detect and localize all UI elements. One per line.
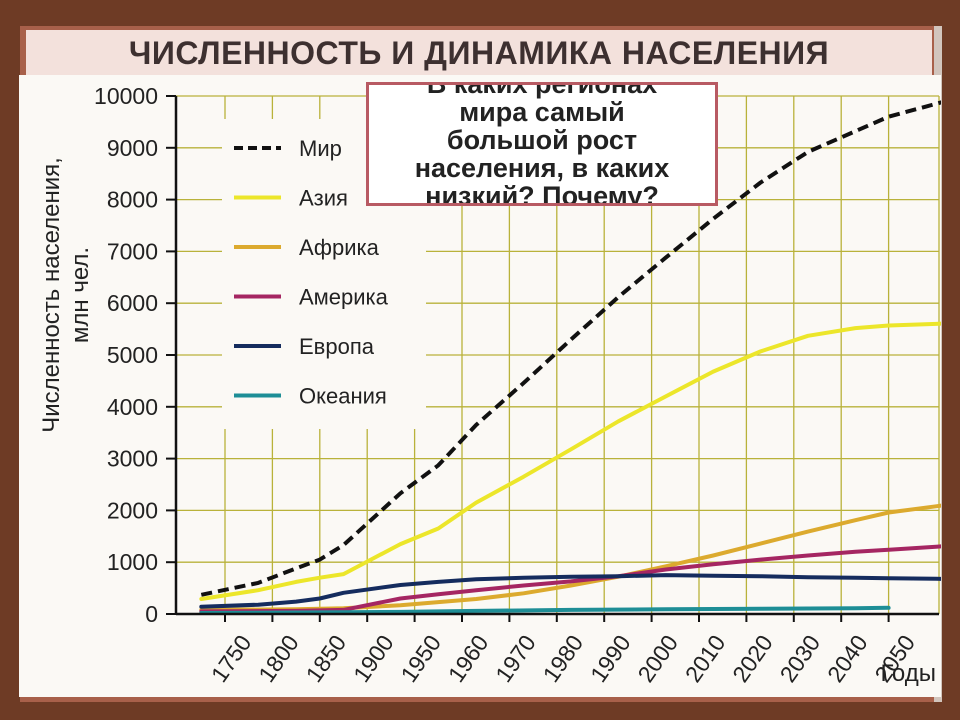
x-tick-label: 1990 xyxy=(585,630,636,687)
x-tick-label: 2030 xyxy=(775,630,826,687)
x-tick-label: 1800 xyxy=(253,630,304,687)
y-axis-title: Численность населения,млн чел. xyxy=(38,157,94,433)
x-tick-label: 1850 xyxy=(301,630,352,687)
series-line-Азия xyxy=(199,321,941,601)
legend-label: Мир xyxy=(299,136,342,161)
y-tick-label: 7000 xyxy=(107,238,158,264)
x-tick-label: 1980 xyxy=(538,630,589,687)
legend-label: Европа xyxy=(299,334,375,359)
population-chart: Мир Азия Африка Америка Европа Океания 0 1000 2… xyxy=(38,83,941,687)
y-tick-label: 6000 xyxy=(107,290,158,316)
y-tick-label: 0 xyxy=(145,601,158,627)
x-tick-label: 1950 xyxy=(395,630,446,687)
legend-label: Африка xyxy=(299,235,380,260)
title-bar: ЧИСЛЕННОСТЬ И ДИНАМИКА НАСЕЛЕНИЯ xyxy=(26,30,932,76)
x-axis-title: Годы xyxy=(881,660,936,687)
legend: Мир Азия Африка Америка Европа Океания xyxy=(234,136,389,409)
x-tick-label: 2020 xyxy=(727,630,778,687)
x-tick-label: 1750 xyxy=(206,630,257,687)
x-tick-label: 1960 xyxy=(443,630,494,687)
series-line-Мир xyxy=(200,100,941,597)
y-tick-label: 10000 xyxy=(94,83,158,109)
y-tick-label: 5000 xyxy=(107,342,158,368)
x-tick-label: 2040 xyxy=(822,630,873,687)
legend-label: Америка xyxy=(299,285,389,310)
y-tick-label: 9000 xyxy=(107,135,158,161)
y-axis-title-line: млн чел. xyxy=(67,247,94,343)
y-tick-label: 8000 xyxy=(107,187,158,213)
y-tick-label: 1000 xyxy=(107,549,158,575)
legend-label: Океания xyxy=(299,384,387,409)
x-tick-label: 2000 xyxy=(632,630,683,687)
question-text: В каких регионах мира самый большой рост… xyxy=(414,82,670,206)
question-box: В каких регионах мира самый большой рост… xyxy=(366,82,718,206)
series-line-Европа xyxy=(199,573,941,609)
legend-label: Азия xyxy=(299,186,348,211)
y-axis-title-line: Численность населения, xyxy=(38,157,65,433)
y-tick-label: 4000 xyxy=(107,394,158,420)
x-tick-label: 1970 xyxy=(490,630,541,687)
y-tick-label: 2000 xyxy=(107,497,158,523)
series-line-Океания xyxy=(199,605,891,615)
slide-title: ЧИСЛЕННОСТЬ И ДИНАМИКА НАСЕЛЕНИЯ xyxy=(128,34,830,71)
series-line-Африка xyxy=(199,503,941,612)
x-tick-label: 1900 xyxy=(348,630,399,687)
x-tick-label: 2010 xyxy=(680,630,731,687)
series-lines xyxy=(199,100,941,615)
y-tick-label: 3000 xyxy=(107,446,158,472)
